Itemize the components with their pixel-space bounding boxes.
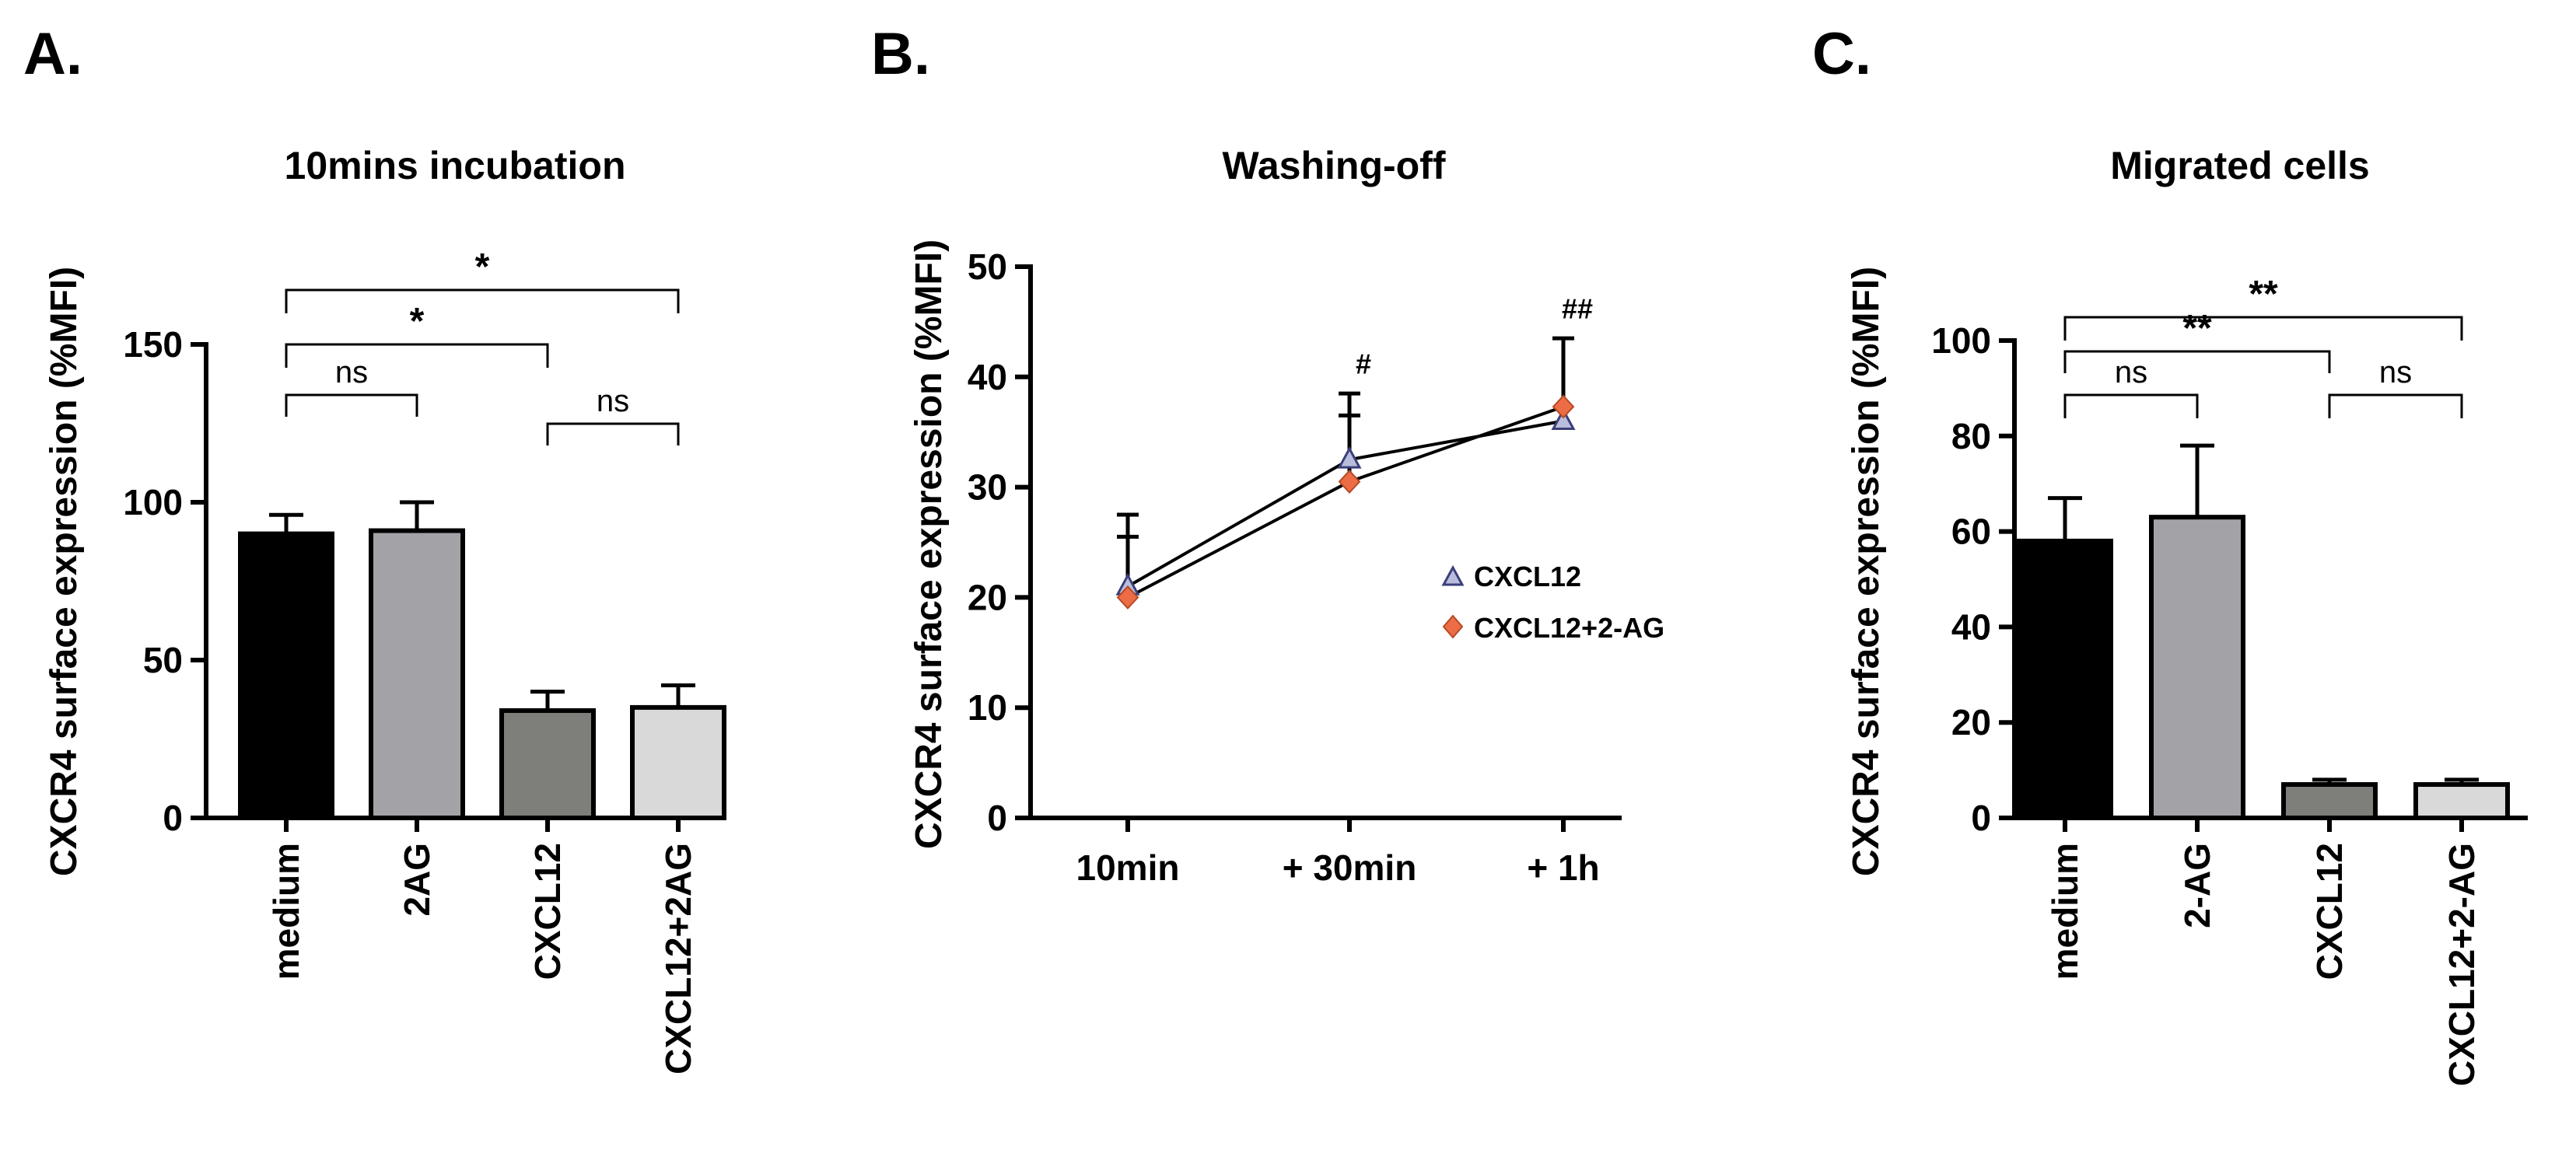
- a-bar: [499, 708, 596, 821]
- b-category-label: + 30min: [1283, 847, 1417, 888]
- panel-a-letter: A.: [23, 21, 82, 87]
- panel-c-y-ticks: 0 20 40 60 80 100: [1931, 320, 2014, 838]
- a-y-tick-label: 150: [123, 324, 183, 365]
- b-triangle-marker: [1551, 407, 1576, 431]
- panel-b-y-axis-label: CXCR4 surface expression (%MFI): [908, 239, 950, 849]
- b-triangle-marker: [1337, 446, 1362, 469]
- a-significance-label: *: [410, 301, 425, 342]
- c-bar: [2017, 538, 2113, 820]
- legend-triangle-marker: [1441, 564, 1465, 586]
- b-category-label: 10min: [1076, 847, 1180, 888]
- panel-c-category-labels: medium 2-AG CXCL12 CXCL12+2-AG: [2045, 843, 2482, 1086]
- c-bar: [2281, 782, 2378, 821]
- legend-label-cxcl12: CXCL12: [1474, 561, 1581, 592]
- a-significance-label: ns: [597, 384, 629, 418]
- a-y-tick-label: 100: [123, 482, 183, 522]
- c-category-label: CXCL12: [2309, 843, 2350, 980]
- panel-a-significance-brackets: ns ns * *: [285, 246, 680, 445]
- panel-c-bars: [2017, 443, 2510, 821]
- b-y-tick-label: 0: [987, 798, 1007, 838]
- c-bracket: [2328, 393, 2463, 418]
- b-significance-annotation: ##: [1562, 293, 1593, 325]
- panel-c-bar-chart: C. Migrated cells CXCR4 surface expressi…: [1812, 21, 2528, 1086]
- panel-b-y-ticks: 0 10 20 30 40 50: [968, 246, 1031, 838]
- c-bracket: [2063, 350, 2331, 373]
- b-y-tick-label: 50: [968, 246, 1007, 287]
- panel-b-title: Washing-off: [1223, 144, 1446, 187]
- c-bracket: [2063, 316, 2463, 341]
- panel-b-letter: B.: [871, 21, 930, 87]
- b-y-tick-label: 30: [968, 467, 1007, 508]
- panel-a-category-labels: medium 2AG CXCL12 CXCL12+2AG: [266, 843, 698, 1074]
- a-bracket: [285, 288, 680, 313]
- a-category-label: medium: [266, 843, 306, 980]
- panel-b-markers: [1115, 394, 1576, 610]
- legend-diamond-marker: [1442, 614, 1464, 639]
- panel-a-bars: [238, 500, 726, 821]
- panel-c-title: Migrated cells: [2110, 144, 2369, 187]
- panel-a-axes: [204, 342, 723, 832]
- c-category-label: CXCL12+2-AG: [2441, 843, 2482, 1086]
- c-y-tick-label: 20: [1951, 702, 1991, 742]
- b-y-tick-label: 20: [968, 577, 1007, 617]
- b-y-tick-label: 10: [968, 687, 1007, 728]
- panel-b-axes: [1028, 264, 1622, 832]
- c-y-tick-label: 100: [1931, 320, 1991, 361]
- panel-a-y-ticks: 0 50 100 150: [123, 324, 206, 838]
- c-bar: [2149, 515, 2245, 820]
- panel-b-legend: CXCL12 CXCL12+2-AG: [1441, 561, 1664, 644]
- a-bracket: [285, 393, 418, 417]
- b-significance-annotation: #: [1356, 348, 1371, 380]
- panel-c-axes: [2012, 338, 2528, 832]
- c-significance-label: **: [2249, 274, 2278, 315]
- panel-b-category-labels: 10min + 30min + 1h: [1076, 847, 1600, 888]
- c-y-tick-label: 40: [1951, 606, 1991, 647]
- c-bar: [2413, 782, 2510, 821]
- panel-c-y-axis-label: CXCR4 surface expression (%MFI): [1846, 267, 1887, 876]
- a-significance-label: *: [475, 246, 490, 288]
- a-bar: [238, 531, 334, 820]
- panel-a-title: 10mins incubation: [285, 144, 626, 187]
- c-y-tick-label: 60: [1951, 512, 1991, 552]
- c-y-tick-label: 80: [1951, 416, 1991, 456]
- a-bar: [369, 528, 465, 820]
- a-category-label: CXCL12+2AG: [658, 843, 698, 1074]
- a-bracket: [546, 422, 680, 445]
- c-significance-label: ns: [2115, 355, 2147, 390]
- c-significance-label: **: [2182, 308, 2212, 349]
- panel-a-y-axis-label: CXCR4 surface expression (%MFI): [44, 267, 85, 876]
- b-category-label: + 1h: [1527, 847, 1599, 888]
- c-significance-label: ns: [2379, 355, 2412, 390]
- legend-label-cxcl12-2ag: CXCL12+2-AG: [1474, 612, 1664, 644]
- a-y-tick-label: 50: [143, 640, 183, 680]
- b-diamond-marker: [1116, 585, 1139, 610]
- panel-b-line-chart: B. Washing-off CXCR4 surface expression …: [871, 21, 1664, 888]
- a-bar: [630, 704, 726, 821]
- c-bracket: [2063, 393, 2199, 418]
- b-y-tick-label: 40: [968, 357, 1007, 397]
- a-category-label: 2AG: [397, 843, 437, 917]
- panel-c-letter: C.: [1812, 21, 1871, 87]
- panel-b-annotations: ###: [1356, 293, 1593, 380]
- panel-a-bar-chart: A. 10mins incubation CXCR4 surface expre…: [23, 21, 726, 1074]
- a-category-label: CXCL12: [527, 843, 568, 980]
- c-y-tick-label: 0: [1971, 798, 1991, 838]
- c-category-label: medium: [2045, 843, 2085, 980]
- b-diamond-marker: [1552, 394, 1575, 419]
- b-diamond-marker: [1338, 470, 1361, 494]
- c-category-label: 2-AG: [2177, 843, 2217, 928]
- a-y-tick-label: 0: [163, 798, 183, 838]
- panel-c-significance-brackets: ns ns ** **: [2063, 274, 2463, 418]
- a-bracket: [285, 343, 549, 368]
- a-significance-label: ns: [335, 355, 368, 390]
